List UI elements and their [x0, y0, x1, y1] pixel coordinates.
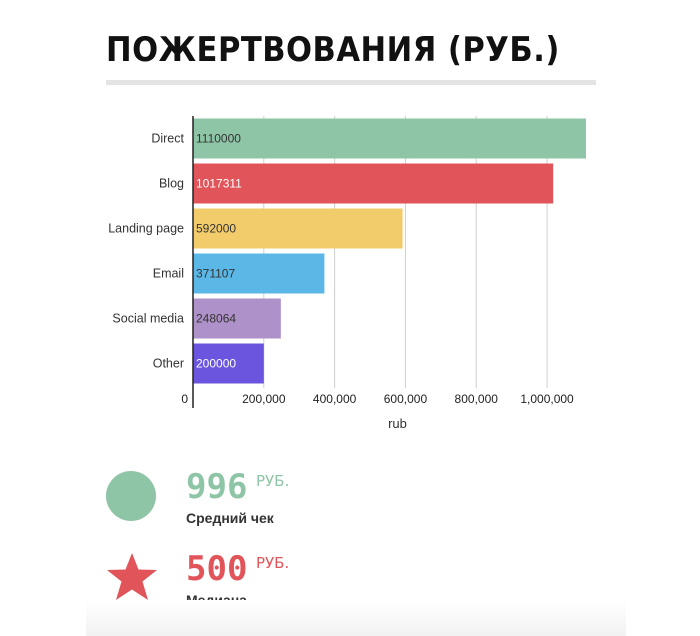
data-label: 248064 [196, 312, 236, 326]
data-label: 1110000 [196, 132, 241, 146]
category-label: Blog [159, 177, 184, 191]
median-unit: РУБ. [256, 554, 290, 572]
bar-other [193, 343, 264, 384]
x-tick-label: 200,000 [242, 392, 286, 406]
x-tick-label: 800,000 [455, 392, 499, 406]
x-tick-label: 0 [181, 392, 188, 406]
bar-email [193, 253, 325, 294]
bar-landing-page [193, 208, 403, 249]
circle-icon [106, 471, 156, 521]
page-title: ПОЖЕРТВОВАНИЯ (РУБ.) [106, 30, 560, 70]
average-check-stat: 996 РУБ. Средний чек [106, 470, 506, 540]
average-check-value: 996 [186, 467, 248, 507]
category-label: Social media [112, 312, 184, 326]
category-label: Email [153, 267, 184, 281]
data-label: 1017311 [196, 177, 242, 191]
bottom-shadow [86, 600, 626, 636]
bar-social-media [193, 298, 281, 339]
average-check-label: Средний чек [186, 510, 274, 526]
category-label: Direct [151, 132, 184, 146]
category-label: Landing page [108, 222, 184, 236]
x-axis-title: rub [388, 416, 407, 431]
data-label: 592000 [196, 222, 236, 236]
x-tick-label: 1,000,000 [520, 392, 574, 406]
category-label: Other [153, 357, 184, 371]
x-tick-label: 400,000 [313, 392, 357, 406]
data-label: 371107 [196, 267, 235, 281]
title-divider [106, 80, 596, 85]
star-icon [107, 553, 157, 600]
bar-chart: Direct 1110000 Blog 1017311 Landing page 5920… [108, 116, 586, 431]
bar-blog [193, 163, 554, 204]
average-check-unit: РУБ. [256, 472, 290, 490]
x-tick-label: 600,000 [384, 392, 428, 406]
median-value: 500 [186, 549, 248, 589]
data-label: 200000 [196, 357, 236, 371]
bar-direct [193, 118, 586, 159]
